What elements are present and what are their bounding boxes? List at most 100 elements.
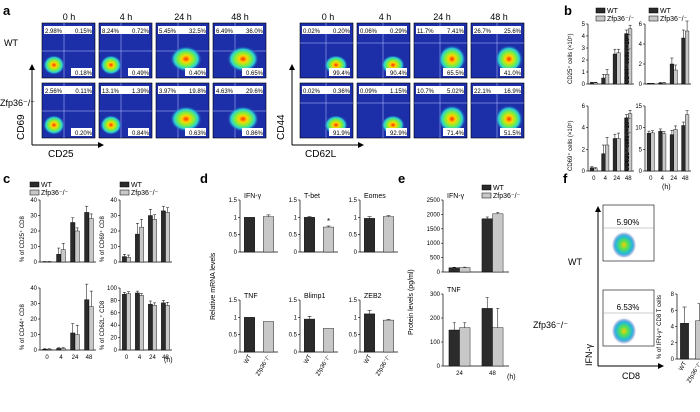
quadrant-ul-pct: 0.02% [303, 29, 321, 35]
f-flow-wt: 5.90% [602, 204, 655, 262]
y-tick-label: 30 [30, 214, 37, 220]
axis-label-cd44: CD44 [276, 114, 287, 140]
panel-e-legend: WT Zfp36⁻/⁻ [481, 184, 521, 200]
arrow-head-icon [98, 142, 104, 148]
bar-wt [364, 313, 375, 353]
x-tick-label: 0 [45, 355, 49, 361]
quadrant-ur-pct: 0.15% [75, 29, 93, 35]
bar-wt [70, 332, 76, 351]
legend-label-wt: WT [493, 185, 505, 192]
bar-wt [84, 212, 90, 263]
cell-density-blob [100, 55, 122, 75]
quadrant-ur-pct: 0.72% [132, 29, 150, 35]
bar-ko [459, 327, 471, 367]
y-tick-label: 40 [110, 323, 117, 329]
y-tick-label: 20 [30, 317, 37, 323]
cell-density-blob [495, 45, 523, 73]
bar-wt [612, 53, 617, 85]
legend-swatch-ko [648, 15, 659, 22]
flow-plot: 4.63% 29.6% 0.86% [212, 82, 267, 139]
y-tick-label: 10 [110, 245, 117, 251]
label-backdrop [215, 26, 263, 34]
y-tick-label: 2 [671, 341, 675, 347]
y-tick-label: 1.5 [349, 298, 358, 304]
bar-ko [673, 69, 678, 85]
y-tick-label: 0.5 [289, 233, 298, 239]
y-tick-label: 40 [110, 198, 117, 204]
x-tick-label: 48 [162, 355, 169, 361]
y-axis-label: % of CD62L⁺ CD8 [99, 300, 106, 350]
chart-c4: 0 20 40 60 80 100 % of CD62L⁺ CD8 0 4 24 48 [99, 286, 172, 361]
bar-wt [122, 294, 127, 351]
bar-ko [323, 328, 334, 353]
time-header: 0 h [322, 12, 335, 22]
bar-wt [161, 302, 166, 351]
quadrant-lr-pct: 41.0% [504, 71, 522, 77]
cell-density-blob [438, 45, 466, 73]
f-row-label-wt: WT [568, 257, 582, 267]
flow-plot: 2.56% 0.11% 0.20% [41, 82, 96, 139]
chart-title: T-bet [304, 193, 320, 200]
bar-wt [601, 153, 606, 172]
legend-swatch-ko [481, 192, 492, 199]
label-backdrop [71, 68, 92, 76]
y-tick-label: 0 [294, 350, 298, 356]
bar-wt [612, 138, 617, 172]
quadrant-lr-pct: 92.9% [390, 131, 408, 137]
y-tick-label: 20 [30, 229, 37, 235]
bar-wt [148, 303, 153, 351]
y-tick-label: 2500 [427, 198, 441, 204]
chart-title: TNF [244, 293, 258, 300]
flow-plot: 0.02% 0.36% 91.9% [299, 82, 354, 139]
legend-label-ko: Zfp36⁻/⁻ [607, 16, 635, 23]
quadrant-ur-pct: 16.9% [504, 89, 522, 95]
arrow-head-icon [595, 206, 601, 212]
f-pct-ko: 6.53% [617, 303, 640, 312]
quadrant-lr-pct: 51.5% [504, 131, 522, 137]
bar-wt [589, 82, 594, 85]
bar-ko [74, 230, 80, 263]
bar-wt [122, 256, 127, 263]
quadrant-lr-pct: 0.84% [132, 131, 150, 137]
y-tick-label: 10 [635, 126, 642, 132]
label-backdrop [473, 26, 521, 34]
y-tick-label: 40 [30, 286, 37, 292]
y-axis-label: CD44⁺ cells (×10⁵) [624, 33, 631, 84]
label-backdrop [215, 86, 263, 94]
chart-e2: 0 100 200 300 TNF 24 48 [430, 287, 509, 377]
quadrant-ul-pct: 11.7% [417, 29, 434, 35]
x-tick-label: WT [363, 354, 373, 365]
quadrant-ur-pct: 19.8% [189, 89, 207, 95]
quadrant-ur-pct: 1.15% [390, 89, 408, 95]
panel-c-legend-1: WT Zfp36⁻/⁻ [29, 181, 69, 197]
flow-plot: 0.02% 0.20% 99.4% [299, 22, 354, 79]
x-tick-label: Zfp36⁻/⁻ [375, 354, 392, 377]
quadrant-lr-pct: 0.63% [189, 131, 207, 137]
bar-wt [658, 130, 663, 172]
panel-f-label: f [563, 171, 568, 186]
cell-density-blob [612, 318, 636, 344]
y-tick-label: 10 [30, 333, 37, 339]
quadrant-ul-pct: 2.98% [45, 29, 63, 35]
quadrant-lr-pct: 71.4% [447, 131, 465, 137]
chart-d4: 0 0.5 1 1.5 TNF WT Zfp36⁻/⁻ [229, 293, 278, 377]
y-tick-label: 100 [430, 340, 441, 346]
y-tick-label: 2 [639, 62, 643, 68]
x-tick-label: 4 [604, 176, 608, 182]
y-tick-label: 0 [354, 350, 358, 356]
quadrant-ul-pct: 6.49% [216, 29, 234, 35]
bar-ko [616, 52, 621, 85]
flow-plot: 0.06% 0.29% 90.4% [356, 22, 411, 79]
bar-ko [74, 334, 80, 351]
flow-plot: 13.1% 1.39% 0.84% [98, 82, 153, 139]
panel-c-x-unit: (h) [164, 357, 173, 364]
bar-ko [685, 30, 690, 85]
legend-swatch-ko [29, 189, 40, 196]
y-tick-label: 15 [635, 104, 642, 110]
flow-grid-cd44-cd62l: 0.02% 0.20% 99.4% 0.06% 0.29% 90.4% 11.7% 7.41%… [299, 22, 525, 139]
chart-title: TNF [447, 287, 461, 294]
cell-density-blob [43, 115, 65, 135]
flow-plot: 26.7% 25.6% 41.0% [470, 22, 525, 79]
x-tick-label: Zfp36⁻/⁻ [255, 354, 272, 377]
legend-label-wt: WT [41, 182, 53, 189]
